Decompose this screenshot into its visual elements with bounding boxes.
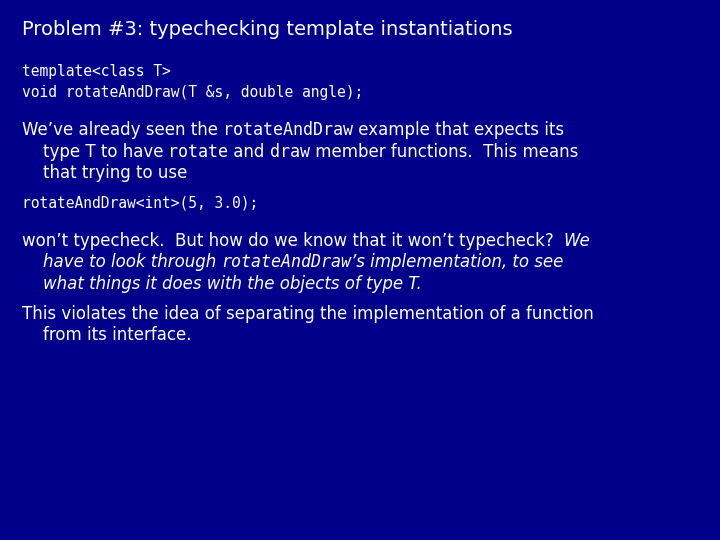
Text: rotateAndDraw: rotateAndDraw [221, 253, 351, 271]
Text: ’s implementation, to see: ’s implementation, to see [351, 253, 564, 271]
Text: that trying to use: that trying to use [22, 164, 187, 182]
Text: template<class T>: template<class T> [22, 64, 171, 79]
Text: rotate: rotate [168, 143, 228, 160]
Text: what things it does with the objects of type T.: what things it does with the objects of … [22, 275, 421, 293]
Text: rotateAndDraw<int>(5, 3.0);: rotateAndDraw<int>(5, 3.0); [22, 196, 258, 211]
Text: We: We [564, 232, 590, 249]
Text: Problem #3: typechecking template instantiations: Problem #3: typechecking template instan… [22, 20, 512, 39]
Text: from its interface.: from its interface. [22, 326, 191, 344]
Text: void rotateAndDraw(T &s, double angle);: void rotateAndDraw(T &s, double angle); [22, 85, 363, 100]
Text: have to look through: have to look through [22, 253, 221, 271]
Text: example that expects its: example that expects its [353, 121, 564, 139]
Text: type T to have: type T to have [22, 143, 168, 160]
Text: We’ve already seen the: We’ve already seen the [22, 121, 223, 139]
Text: won’t typecheck.  But how do we know that it won’t typecheck?: won’t typecheck. But how do we know that… [22, 232, 564, 249]
Text: draw: draw [270, 143, 310, 160]
Text: member functions.  This means: member functions. This means [310, 143, 578, 160]
Text: and: and [228, 143, 270, 160]
Text: rotateAndDraw: rotateAndDraw [223, 121, 353, 139]
Text: This violates the idea of separating the implementation of a function: This violates the idea of separating the… [22, 305, 593, 322]
